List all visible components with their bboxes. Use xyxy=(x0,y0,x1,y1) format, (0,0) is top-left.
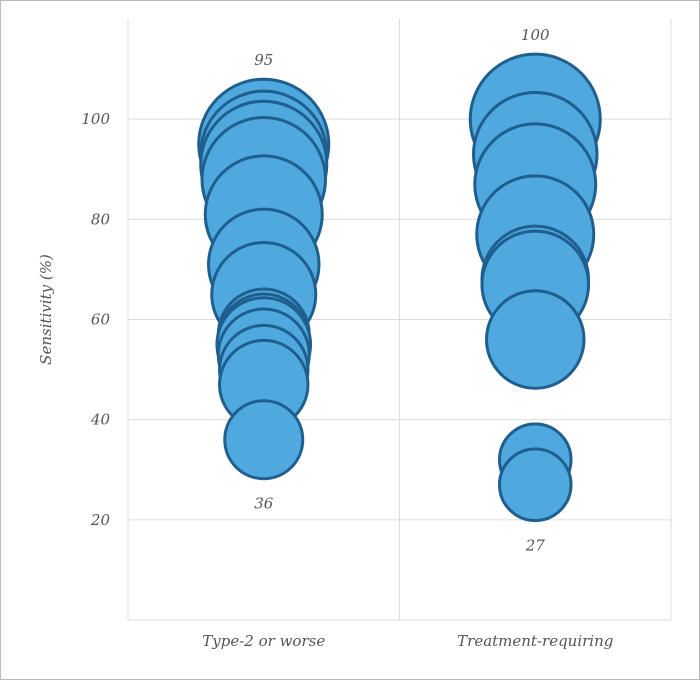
y-tick-label: 40 xyxy=(90,411,111,429)
y-tick-label: 60 xyxy=(91,311,111,329)
min-value-label: 36 xyxy=(254,495,274,513)
bubble-point xyxy=(223,399,305,481)
y-tick-label: 80 xyxy=(91,210,111,228)
category-label: Type-2 or worse xyxy=(202,632,325,650)
y-axis-title: Sensitivity (%) xyxy=(37,254,55,365)
y-tick-label: 20 xyxy=(90,511,111,529)
bubble-layer xyxy=(197,52,602,523)
y-tick-label: 100 xyxy=(81,110,110,128)
category-label: Treatment-requiring xyxy=(457,632,613,650)
bubble-point xyxy=(485,289,586,390)
bubble-point xyxy=(498,447,573,523)
max-value-label: 100 xyxy=(521,26,550,44)
max-value-label: 95 xyxy=(254,51,273,69)
min-value-label: 27 xyxy=(525,537,546,555)
axes: 20 40 60 80 100 Type-2 or worse Treatment-requ… xyxy=(81,110,613,650)
data-labels: 95 36 100 27 xyxy=(254,26,550,554)
